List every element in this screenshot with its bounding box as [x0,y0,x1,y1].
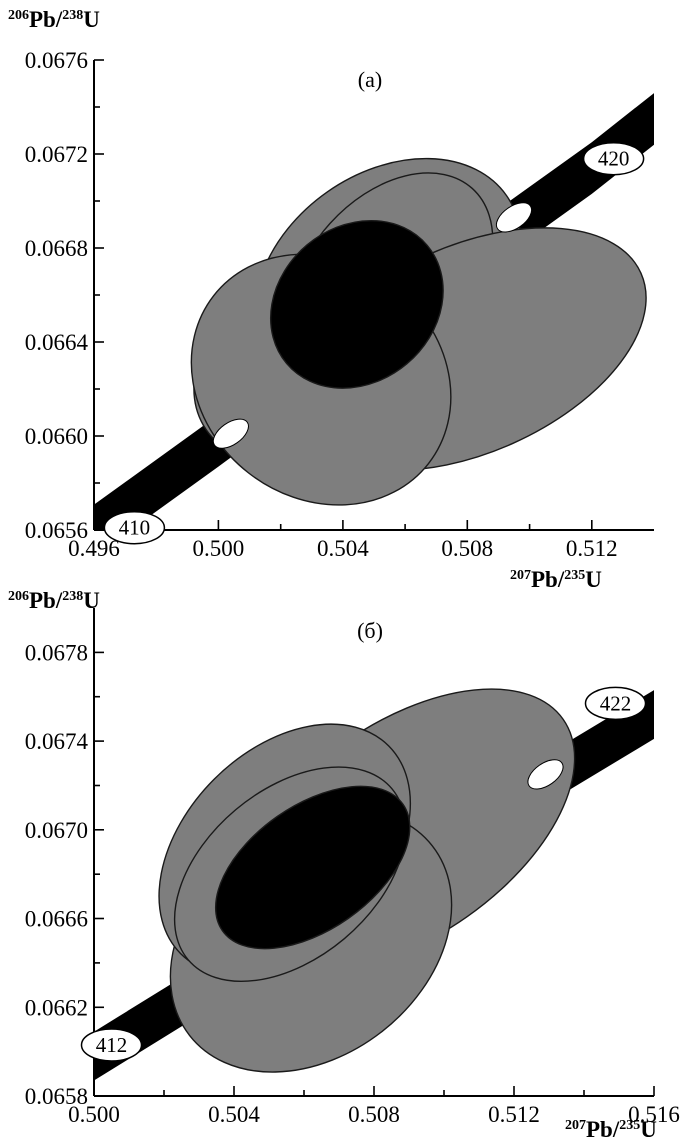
panel-b-age-labels: 412 422 [80,686,647,1062]
panel-a-x-axis-label: 207Pb/235U [510,567,602,592]
panel-b-x-axis-label-pb: Pb/ [586,1117,620,1142]
panel-a-y-tick-label: 0.0676 [25,48,88,73]
panel-b-x-tick-label: 0.500 [68,1102,120,1127]
panel-b-age-label-1: 412 [96,1033,128,1057]
panel-a-y-axis-label-num-sup: 206 [8,8,29,23]
panel-b-label: (б) [357,618,383,643]
panel-b-x-tick-label: 0.516 [628,1102,680,1127]
panel-b-y-tick-label: 0.0670 [25,818,88,843]
panel-a-age-label-2: 420 [598,147,630,171]
panel-b-ticks: 0.0658 0.0662 0.0666 0.0670 0.0674 0.0678 0.50… [25,640,680,1127]
panel-a-y-axis-label: 206Pb/238U [8,7,100,32]
panel-a-x-tick-label: 0.512 [566,536,618,561]
panel-b-y-axis-label-pb: Pb/ [29,588,63,613]
panel-a-y-axis-label-den-sup: 238 [62,8,83,23]
panel-b-y-axis-label: 206Pb/238U [8,588,100,613]
panel-a-age-marker-1 [212,418,249,449]
panel-b-y-tick-label: 0.0678 [25,640,88,665]
panel-a-age-labels: 410 420 [103,141,645,545]
panel-a-y-tick-label: 0.0660 [25,424,88,449]
panel-b-age-label-bg-1 [80,1028,143,1062]
panel-a-age-marker-2 [495,202,533,233]
panel-a-y-tick-label: 0.0656 [25,518,88,543]
panel-a-x-tick-label: 0.508 [441,536,493,561]
panel-a-plot-area [94,93,654,530]
panel-a-ticks: 0.0656 0.0660 0.0664 0.0668 0.0672 0.0676 0.49… [25,48,618,561]
panel-a-y-axis-label-pb: Pb/ [29,7,63,32]
panel-a-age-label-1: 410 [119,516,151,540]
panel-a: 0.0656 0.0660 0.0664 0.0668 0.0672 0.0676 0.49… [8,7,654,592]
panel-b-x-tick-label: 0.504 [208,1102,260,1127]
panel-a-y-tick-label: 0.0672 [25,142,88,167]
panel-b-y-tick-label: 0.0662 [25,995,88,1020]
panel-a-x-tick-label: 0.496 [68,536,120,561]
panel-b-x-axis-label-u: U [640,1117,657,1142]
panel-a-x-axis-label-num-sup: 207 [510,568,531,583]
panel-b-plot-area [94,688,654,1081]
panel-b-x-axis-label-den-sup: 235 [619,1118,640,1133]
panel-b-mean-ellipse [214,785,411,950]
panel-a-x-axis-label-u: U [585,567,602,592]
panel-a-y-axis-label-u: U [83,7,100,32]
panel-b-y-axis-label-u: U [83,588,100,613]
panel-a-x-tick-label: 0.504 [317,536,369,561]
panel-a-y-tick-label: 0.0668 [25,236,88,261]
panel-a-mean-ellipse [269,219,444,389]
panel-b-age-label-bg-2 [584,686,647,721]
panel-b-y-tick-label: 0.0666 [25,907,88,932]
panel-b-y-tick-label: 0.0674 [25,729,89,754]
panel-a-x-tick-label: 0.500 [193,536,245,561]
panel-a-age-label-bg-2 [582,141,645,176]
panel-a-age-label-bg-1 [103,510,166,545]
panel-a-x-axis-label-den-sup: 235 [564,568,585,583]
panel-b-y-tick-label: 0.0658 [25,1084,88,1109]
panel-a-label: (a) [358,67,382,92]
panel-b: 0.0658 0.0662 0.0666 0.0670 0.0674 0.0678 0.50… [8,588,680,1142]
panel-b-x-tick-label: 0.512 [488,1102,540,1127]
panel-a-x-axis-label-pb: Pb/ [531,567,565,592]
panel-b-y-axis-label-den-sup: 238 [62,589,83,604]
panel-b-age-label-2: 422 [600,691,632,715]
panel-b-x-tick-label: 0.508 [348,1102,400,1127]
panel-b-y-axis-label-num-sup: 206 [8,589,29,604]
panel-b-x-axis-label: 207Pb/235U [565,1117,657,1142]
panel-b-x-axis-label-num-sup: 207 [565,1118,586,1133]
panel-a-y-tick-label: 0.0664 [25,330,89,355]
panel-b-age-marker-1 [527,759,564,790]
